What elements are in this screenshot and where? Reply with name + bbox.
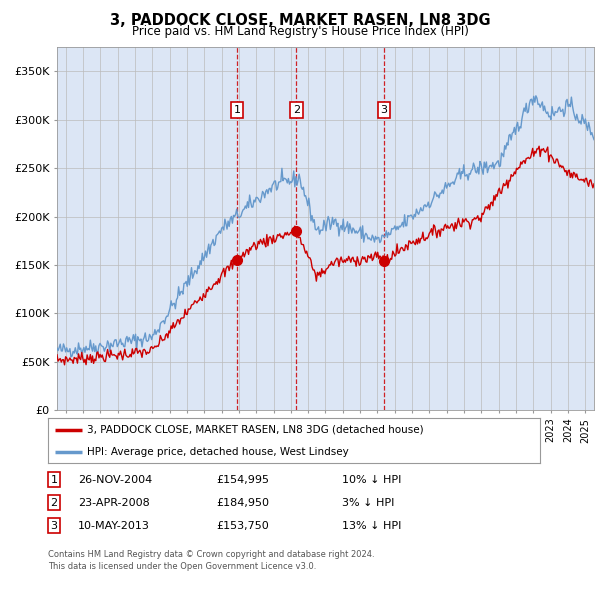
Text: £154,995: £154,995	[216, 475, 269, 484]
Text: 3, PADDOCK CLOSE, MARKET RASEN, LN8 3DG: 3, PADDOCK CLOSE, MARKET RASEN, LN8 3DG	[110, 13, 490, 28]
Text: HPI: Average price, detached house, West Lindsey: HPI: Average price, detached house, West…	[88, 447, 349, 457]
Text: 2: 2	[293, 105, 300, 115]
Text: 10-MAY-2013: 10-MAY-2013	[78, 521, 150, 530]
Text: 3: 3	[380, 105, 388, 115]
Text: 3% ↓ HPI: 3% ↓ HPI	[342, 498, 394, 507]
Text: 2: 2	[50, 498, 58, 507]
Text: 10% ↓ HPI: 10% ↓ HPI	[342, 475, 401, 484]
Text: £153,750: £153,750	[216, 521, 269, 530]
Text: 23-APR-2008: 23-APR-2008	[78, 498, 150, 507]
Text: 3, PADDOCK CLOSE, MARKET RASEN, LN8 3DG (detached house): 3, PADDOCK CLOSE, MARKET RASEN, LN8 3DG …	[88, 425, 424, 434]
Text: £184,950: £184,950	[216, 498, 269, 507]
Text: 1: 1	[50, 475, 58, 484]
Text: This data is licensed under the Open Government Licence v3.0.: This data is licensed under the Open Gov…	[48, 562, 316, 571]
Text: Contains HM Land Registry data © Crown copyright and database right 2024.: Contains HM Land Registry data © Crown c…	[48, 550, 374, 559]
Text: 3: 3	[50, 521, 58, 530]
Text: 13% ↓ HPI: 13% ↓ HPI	[342, 521, 401, 530]
Text: 26-NOV-2004: 26-NOV-2004	[78, 475, 152, 484]
Text: 1: 1	[233, 105, 241, 115]
Text: Price paid vs. HM Land Registry's House Price Index (HPI): Price paid vs. HM Land Registry's House …	[131, 25, 469, 38]
